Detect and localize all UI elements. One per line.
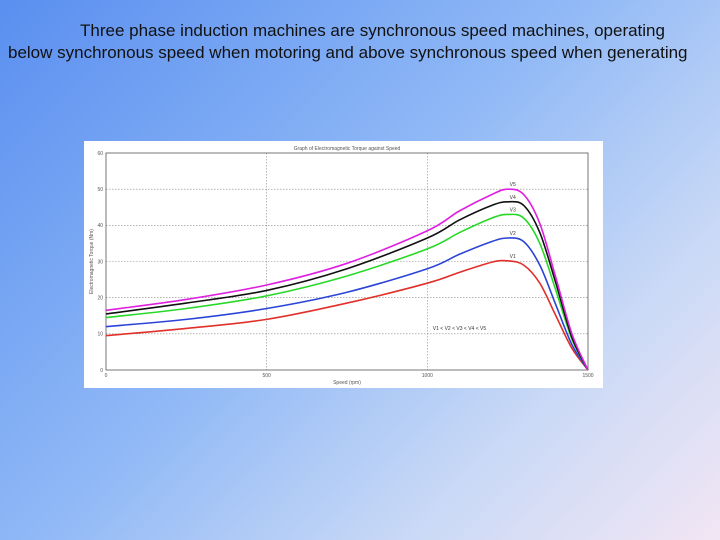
x-axis-label: Speed (rpm) [333,380,361,386]
y-tick-label: 10 [97,332,103,338]
chart-canvas: 0 10 20 30 40 50 60 0 500 1000 1500 V1 V2 V3 V4 V5 Gra… [89,146,594,386]
x-tick-label: 1500 [582,373,593,379]
y-tick-label: 20 [97,295,103,301]
torque-speed-chart: 0 10 20 30 40 50 60 0 500 1000 1500 V1 V2 V3 V4 V5 Gra… [84,141,603,388]
series-label-v2: V2 [510,231,516,237]
chart-axes: 0 10 20 30 40 50 60 0 500 1000 1500 [97,151,593,379]
voltage-order-annotation: V1 < V2 < V3 < V4 < V5 [433,326,487,332]
chart-labels: V1 V2 V3 V4 V5 [510,182,516,260]
series-label-v3: V3 [510,207,516,213]
series-label-v5: V5 [510,182,516,188]
y-tick-label: 30 [97,259,103,265]
series-line-v2 [105,237,589,371]
y-axis-label: Electromagnetic Torque (Nm) [89,229,95,294]
chart-title: Graph of Electromagnetic Torque against … [294,146,401,152]
series-label-v1: V1 [510,254,516,260]
y-tick-label: 40 [97,223,103,229]
y-tick-label: 50 [97,187,103,193]
series-line-v5 [105,188,589,371]
y-tick-label: 0 [100,368,103,374]
x-tick-label: 1000 [422,373,433,379]
series-line-v1 [105,259,589,371]
x-tick-label: 500 [262,373,271,379]
chart-series [105,188,589,371]
series-line-v3 [105,213,589,371]
chart-grid [106,153,588,370]
plot-frame [105,152,589,371]
slide-body-text: Three phase induction machines are synch… [8,21,688,62]
x-tick-label: 0 [105,373,108,379]
y-tick-label: 60 [97,151,103,157]
series-line-v4 [105,200,589,371]
series-label-v4: V4 [510,195,516,201]
